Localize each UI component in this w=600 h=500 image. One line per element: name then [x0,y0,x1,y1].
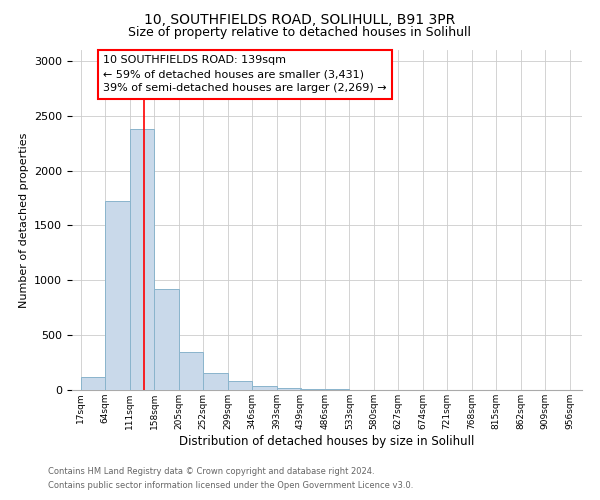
Bar [277,388,301,390]
Bar [179,352,203,390]
X-axis label: Distribution of detached houses by size in Solihull: Distribution of detached houses by size … [179,434,475,448]
Bar [130,129,154,390]
Text: 10 SOUTHFIELDS ROAD: 139sqm
← 59% of detached houses are smaller (3,431)
39% of : 10 SOUTHFIELDS ROAD: 139sqm ← 59% of det… [103,56,387,94]
Text: Size of property relative to detached houses in Solihull: Size of property relative to detached ho… [128,26,472,39]
Text: 10, SOUTHFIELDS ROAD, SOLIHULL, B91 3PR: 10, SOUTHFIELDS ROAD, SOLIHULL, B91 3PR [145,12,455,26]
Bar [227,381,252,390]
Text: Contains HM Land Registry data © Crown copyright and database right 2024.
Contai: Contains HM Land Registry data © Crown c… [48,468,413,489]
Bar [301,389,325,390]
Bar [106,202,130,390]
Bar [81,377,106,390]
Bar [203,373,227,390]
Bar [154,289,179,390]
Bar [252,386,277,390]
Y-axis label: Number of detached properties: Number of detached properties [19,132,29,308]
